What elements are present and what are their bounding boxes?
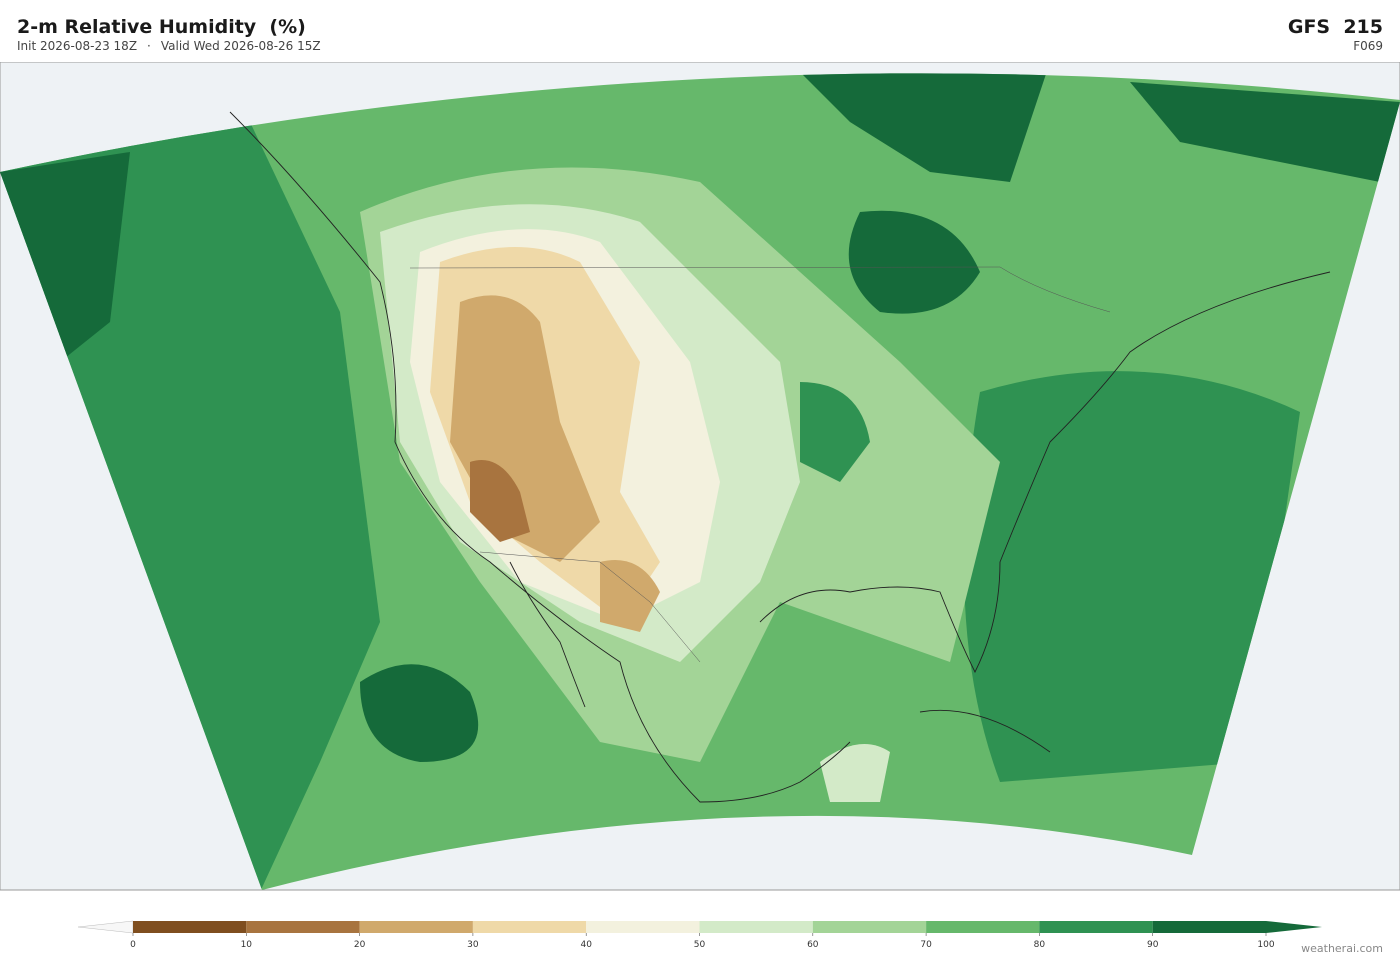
colorbar-bin [926,921,1040,933]
colorbar-bin [472,921,587,933]
colorbar-tick-label: 10 [241,940,253,950]
borders [409,266,1111,663]
colorbar-tick-label: 60 [807,940,819,950]
colorbar-tick-label: 30 [467,940,479,950]
colorbar-under [77,920,134,934]
coastlines [229,111,1331,803]
colorbar-tick-label: 40 [580,940,592,950]
credit: weatherai.com [1301,942,1383,955]
separator: · [147,39,151,53]
subtitle: Init 2026-08-23 18Z · Valid Wed 2026-08-26… [17,39,331,53]
title: 2-m Relative Humidity (%) [17,16,306,38]
colorbar-bin [586,921,700,933]
colorbar-tick-label: 0 [130,940,136,950]
colorbar-tick-label: 90 [1147,940,1159,950]
colorbar: 0 10 20 30 40 50 60 70 80 90 100 [77,920,1322,950]
colorbar-tick-label: 80 [1034,940,1046,950]
forecast-hour: F069 [1353,39,1383,53]
colorbar-bin [133,921,247,933]
colorbar-bin [812,921,927,933]
colorbar-bin [699,921,813,933]
valid-time: Valid Wed 2026-08-26 15Z [160,39,321,53]
colorbar-over [1266,921,1322,933]
colorbar-bin [246,921,360,933]
colorbar-bin [359,921,473,933]
colorbar-bin [1152,921,1266,933]
colorbar-bin [1039,921,1153,933]
init-time: Init 2026-08-23 18Z [17,39,138,53]
humidity-field [0,73,1400,890]
map [0,62,1400,891]
model-name: GFS 215 [1287,16,1383,38]
colorbar-tick-label: 100 [1257,940,1274,950]
colorbar-tick-label: 50 [694,940,706,950]
colorbar-tick-label: 70 [920,940,932,950]
colorbar-tick-label: 20 [354,940,366,950]
